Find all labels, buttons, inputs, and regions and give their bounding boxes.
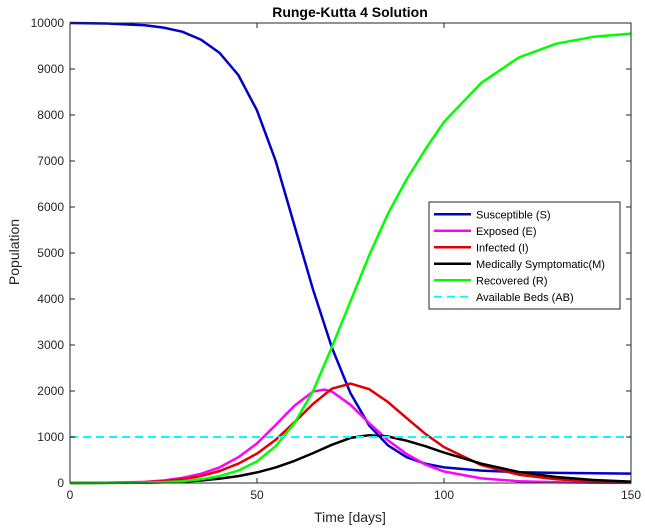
legend-label-2: Infected (I) [476,242,529,254]
y-tick-label: 9000 [37,62,64,76]
chart-title: Runge-Kutta 4 Solution [272,4,428,20]
x-tick-label: 50 [250,488,264,502]
y-tick-label: 0 [57,476,64,490]
y-tick-label: 3000 [37,338,64,352]
series-line-1 [69,388,632,485]
y-tick-label: 8000 [37,108,64,122]
y-tick-label: 10000 [31,16,65,30]
legend: Susceptible (S) Exposed (E) Infected (I) Me… [428,201,621,310]
y-tick-label: 6000 [37,200,64,214]
y-tick-label: 5000 [37,246,64,260]
x-tick-label: 0 [67,488,74,502]
y-tick-label: 1000 [37,430,64,444]
x-axis-label: Time [days] [314,509,386,525]
legend-label-1: Exposed (E) [476,226,537,238]
x-tick-label: 150 [621,488,641,502]
plot-area: 0 50 100 150 0 1000 2000 3000 4000 5000 6000 7000 80… [31,16,642,502]
legend-label-0: Susceptible (S) [476,209,551,221]
legend-box [428,201,621,310]
x-tick-label: 100 [434,488,454,502]
y-tick-label: 4000 [37,292,64,306]
y-axis-label: Population [6,219,22,285]
y-tick-label: 2000 [37,384,64,398]
legend-label-3: Medically Symptomatic(M) [476,259,605,271]
legend-label-5: Available Beds (AB) [476,292,574,304]
legend-label-4: Recovered (R) [476,275,548,287]
y-tick-label: 7000 [37,154,64,168]
series-line-4 [69,32,632,485]
series-line-0 [69,21,632,475]
series-line-2 [69,382,632,485]
